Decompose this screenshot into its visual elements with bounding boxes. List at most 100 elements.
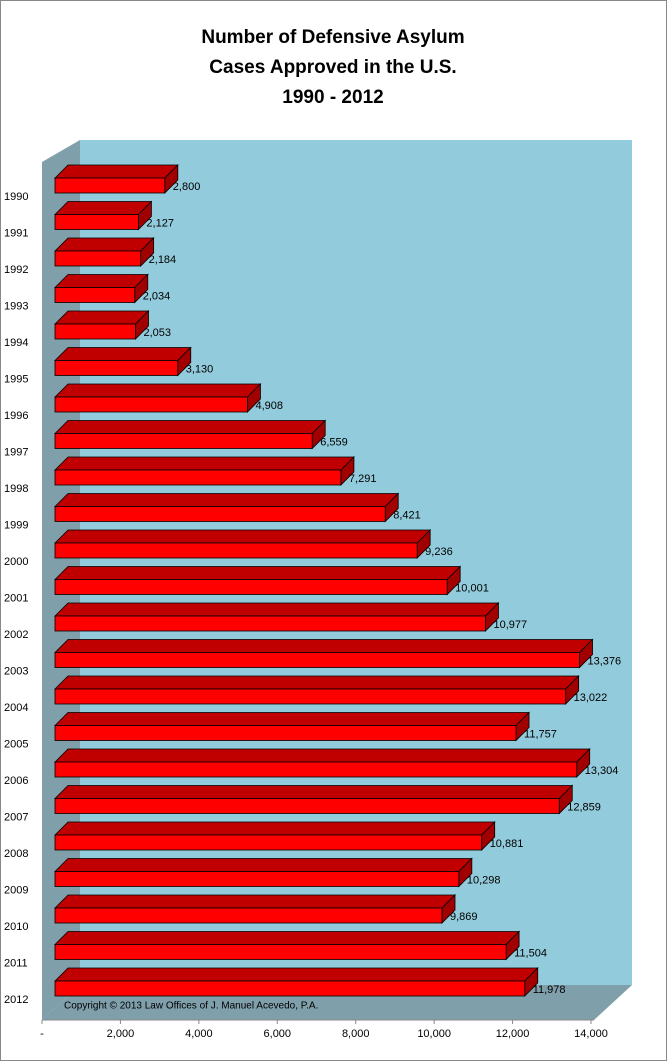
- bar: [54, 542, 418, 559]
- bar-top: [54, 164, 179, 179]
- value-label: 8,421: [393, 509, 421, 521]
- y-tick-label: 1999: [4, 519, 28, 531]
- x-tick-label: 14,000: [574, 1028, 608, 1040]
- y-tick-label: 2006: [4, 775, 28, 787]
- value-label: 10,001: [455, 582, 489, 594]
- y-tick-label: 1995: [4, 373, 28, 385]
- bar-top: [54, 493, 400, 507]
- bar-top: [54, 456, 355, 471]
- value-label: 10,977: [493, 619, 527, 631]
- bar-top: [54, 383, 262, 398]
- value-label: 3,130: [186, 363, 214, 375]
- bar: [54, 980, 526, 997]
- bar-top: [54, 748, 591, 763]
- y-tick-label: 2012: [4, 994, 28, 1006]
- value-label: 13,022: [574, 692, 608, 704]
- bar: [54, 214, 139, 230]
- value-label: 11,504: [514, 947, 547, 959]
- y-tick-label: 2010: [4, 921, 28, 933]
- bar: [54, 250, 142, 267]
- bar: [54, 579, 448, 595]
- x-tick-label: -: [40, 1028, 44, 1040]
- bar: [54, 907, 443, 924]
- y-tick-label: 2011: [4, 957, 28, 969]
- value-label: 10,298: [467, 874, 501, 886]
- bar: [54, 433, 313, 449]
- chart-title: 1990 - 2012: [282, 87, 383, 108]
- value-label: 2,053: [144, 327, 172, 339]
- bar: [54, 323, 136, 340]
- y-tick-label: 2007: [4, 811, 28, 823]
- value-label: 2,127: [146, 217, 174, 229]
- bar: [54, 871, 460, 887]
- bar-top: [54, 602, 500, 617]
- x-tick-label: 10,000: [417, 1028, 451, 1040]
- bar: [54, 177, 166, 194]
- value-label: 2,184: [149, 254, 177, 266]
- x-tick-label: 2,000: [107, 1028, 135, 1040]
- bar-top: [54, 821, 496, 836]
- value-label: 9,869: [450, 911, 478, 923]
- bar-top: [54, 310, 150, 325]
- value-label: 2,800: [173, 181, 201, 193]
- y-tick-label: 2008: [4, 848, 28, 860]
- bar-top: [54, 675, 580, 690]
- bar: [54, 615, 486, 632]
- bar-top: [54, 201, 153, 215]
- y-tick-label: 1994: [4, 337, 28, 349]
- bar: [54, 287, 136, 303]
- bar: [54, 761, 578, 778]
- bar: [54, 725, 517, 741]
- bar-top: [54, 931, 521, 945]
- y-tick-label: 2001: [4, 592, 28, 604]
- chart-title: Cases Approved in the U.S.: [209, 57, 456, 78]
- bar-top: [54, 894, 456, 909]
- bar-top: [54, 858, 473, 872]
- bar: [54, 944, 507, 960]
- y-tick-label: 2004: [4, 702, 28, 714]
- value-label: 12,859: [567, 801, 601, 813]
- value-label: 9,236: [425, 546, 453, 558]
- bar-top: [54, 529, 432, 544]
- chart-title: Number of Defensive Asylum: [201, 27, 464, 48]
- bar-top: [54, 639, 594, 653]
- value-label: 13,304: [585, 765, 619, 777]
- x-tick-label: 12,000: [496, 1028, 530, 1040]
- y-tick-label: 1993: [4, 300, 28, 312]
- y-tick-label: 1996: [4, 410, 28, 422]
- bar-top: [54, 566, 462, 580]
- bar: [54, 688, 567, 705]
- value-label: 11,757: [524, 728, 557, 740]
- y-tick-label: 2005: [4, 738, 28, 750]
- value-label: 10,881: [490, 838, 524, 850]
- y-tick-label: 1998: [4, 483, 28, 495]
- bar-top: [54, 420, 327, 434]
- annotation: Copyright © 2013 Law Offices of J. Manue…: [64, 1001, 318, 1012]
- x-tick-label: 4,000: [185, 1028, 213, 1040]
- bar: [54, 360, 179, 376]
- bar: [54, 798, 560, 814]
- value-label: 7,291: [349, 473, 377, 485]
- x-tick-label: 8,000: [342, 1028, 370, 1040]
- y-tick-label: 1992: [4, 264, 28, 276]
- bar: [54, 396, 248, 413]
- bar-top: [54, 967, 539, 982]
- bar: [54, 469, 342, 486]
- value-label: 11,978: [533, 984, 566, 996]
- value-label: 13,376: [588, 655, 622, 667]
- bar-top: [54, 274, 149, 288]
- value-label: 4,908: [255, 400, 283, 412]
- bar: [54, 834, 483, 851]
- bar-top: [54, 237, 155, 252]
- y-tick-label: 2003: [4, 665, 28, 677]
- value-label: 6,559: [320, 436, 348, 448]
- y-tick-label: 1997: [4, 446, 28, 458]
- y-tick-label: 1990: [4, 191, 28, 203]
- bar: [54, 506, 386, 522]
- value-label: 2,034: [143, 290, 171, 302]
- x-tick-label: 6,000: [264, 1028, 292, 1040]
- bar-top: [54, 347, 192, 361]
- y-tick-label: 2000: [4, 556, 28, 568]
